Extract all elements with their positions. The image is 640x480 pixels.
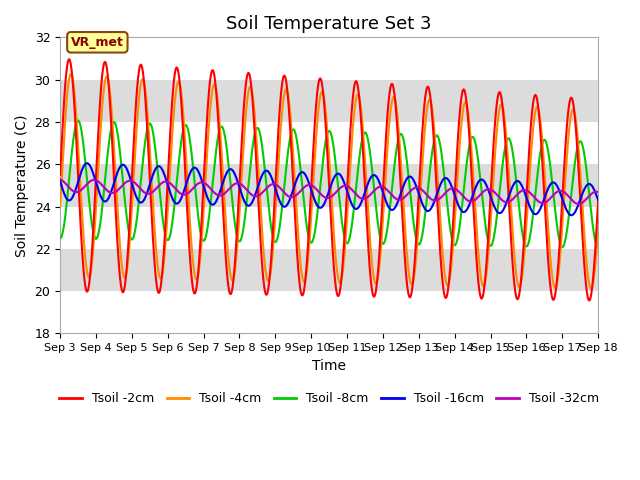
X-axis label: Time: Time (312, 359, 346, 372)
Title: Soil Temperature Set 3: Soil Temperature Set 3 (227, 15, 432, 33)
Bar (60, 249, 598, 291)
Bar (60, 291, 598, 334)
Bar (60, 122, 598, 164)
Bar (60, 206, 598, 249)
Text: VR_met: VR_met (71, 36, 124, 49)
Bar (60, 80, 598, 122)
Bar (60, 164, 598, 206)
Y-axis label: Soil Temperature (C): Soil Temperature (C) (15, 114, 29, 257)
Bar (60, 37, 598, 80)
Legend: Tsoil -2cm, Tsoil -4cm, Tsoil -8cm, Tsoil -16cm, Tsoil -32cm: Tsoil -2cm, Tsoil -4cm, Tsoil -8cm, Tsoi… (54, 387, 604, 410)
